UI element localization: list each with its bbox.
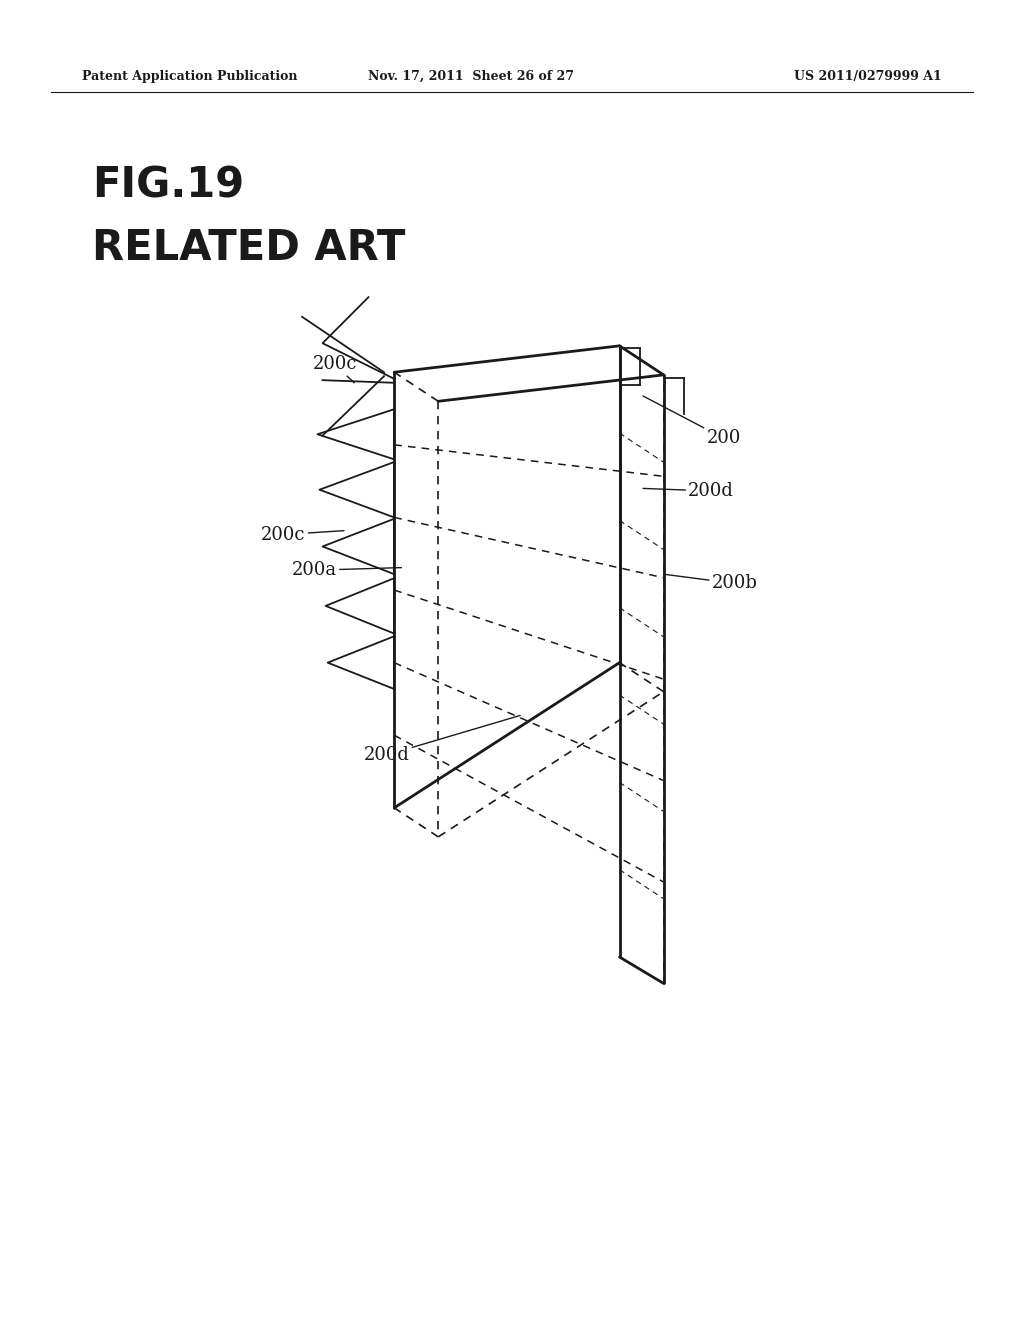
Text: Patent Application Publication: Patent Application Publication [82, 70, 297, 83]
Text: 200: 200 [643, 396, 741, 447]
Text: RELATED ART: RELATED ART [92, 227, 406, 269]
Text: 200d: 200d [643, 482, 734, 500]
Text: 200c: 200c [312, 355, 356, 383]
Text: 200b: 200b [664, 574, 758, 593]
Text: US 2011/0279999 A1: US 2011/0279999 A1 [795, 70, 942, 83]
Text: 200c: 200c [261, 525, 344, 544]
Text: FIG.19: FIG.19 [92, 165, 245, 207]
Text: 200a: 200a [292, 561, 401, 579]
Text: Nov. 17, 2011  Sheet 26 of 27: Nov. 17, 2011 Sheet 26 of 27 [368, 70, 574, 83]
Text: 200d: 200d [364, 715, 520, 764]
